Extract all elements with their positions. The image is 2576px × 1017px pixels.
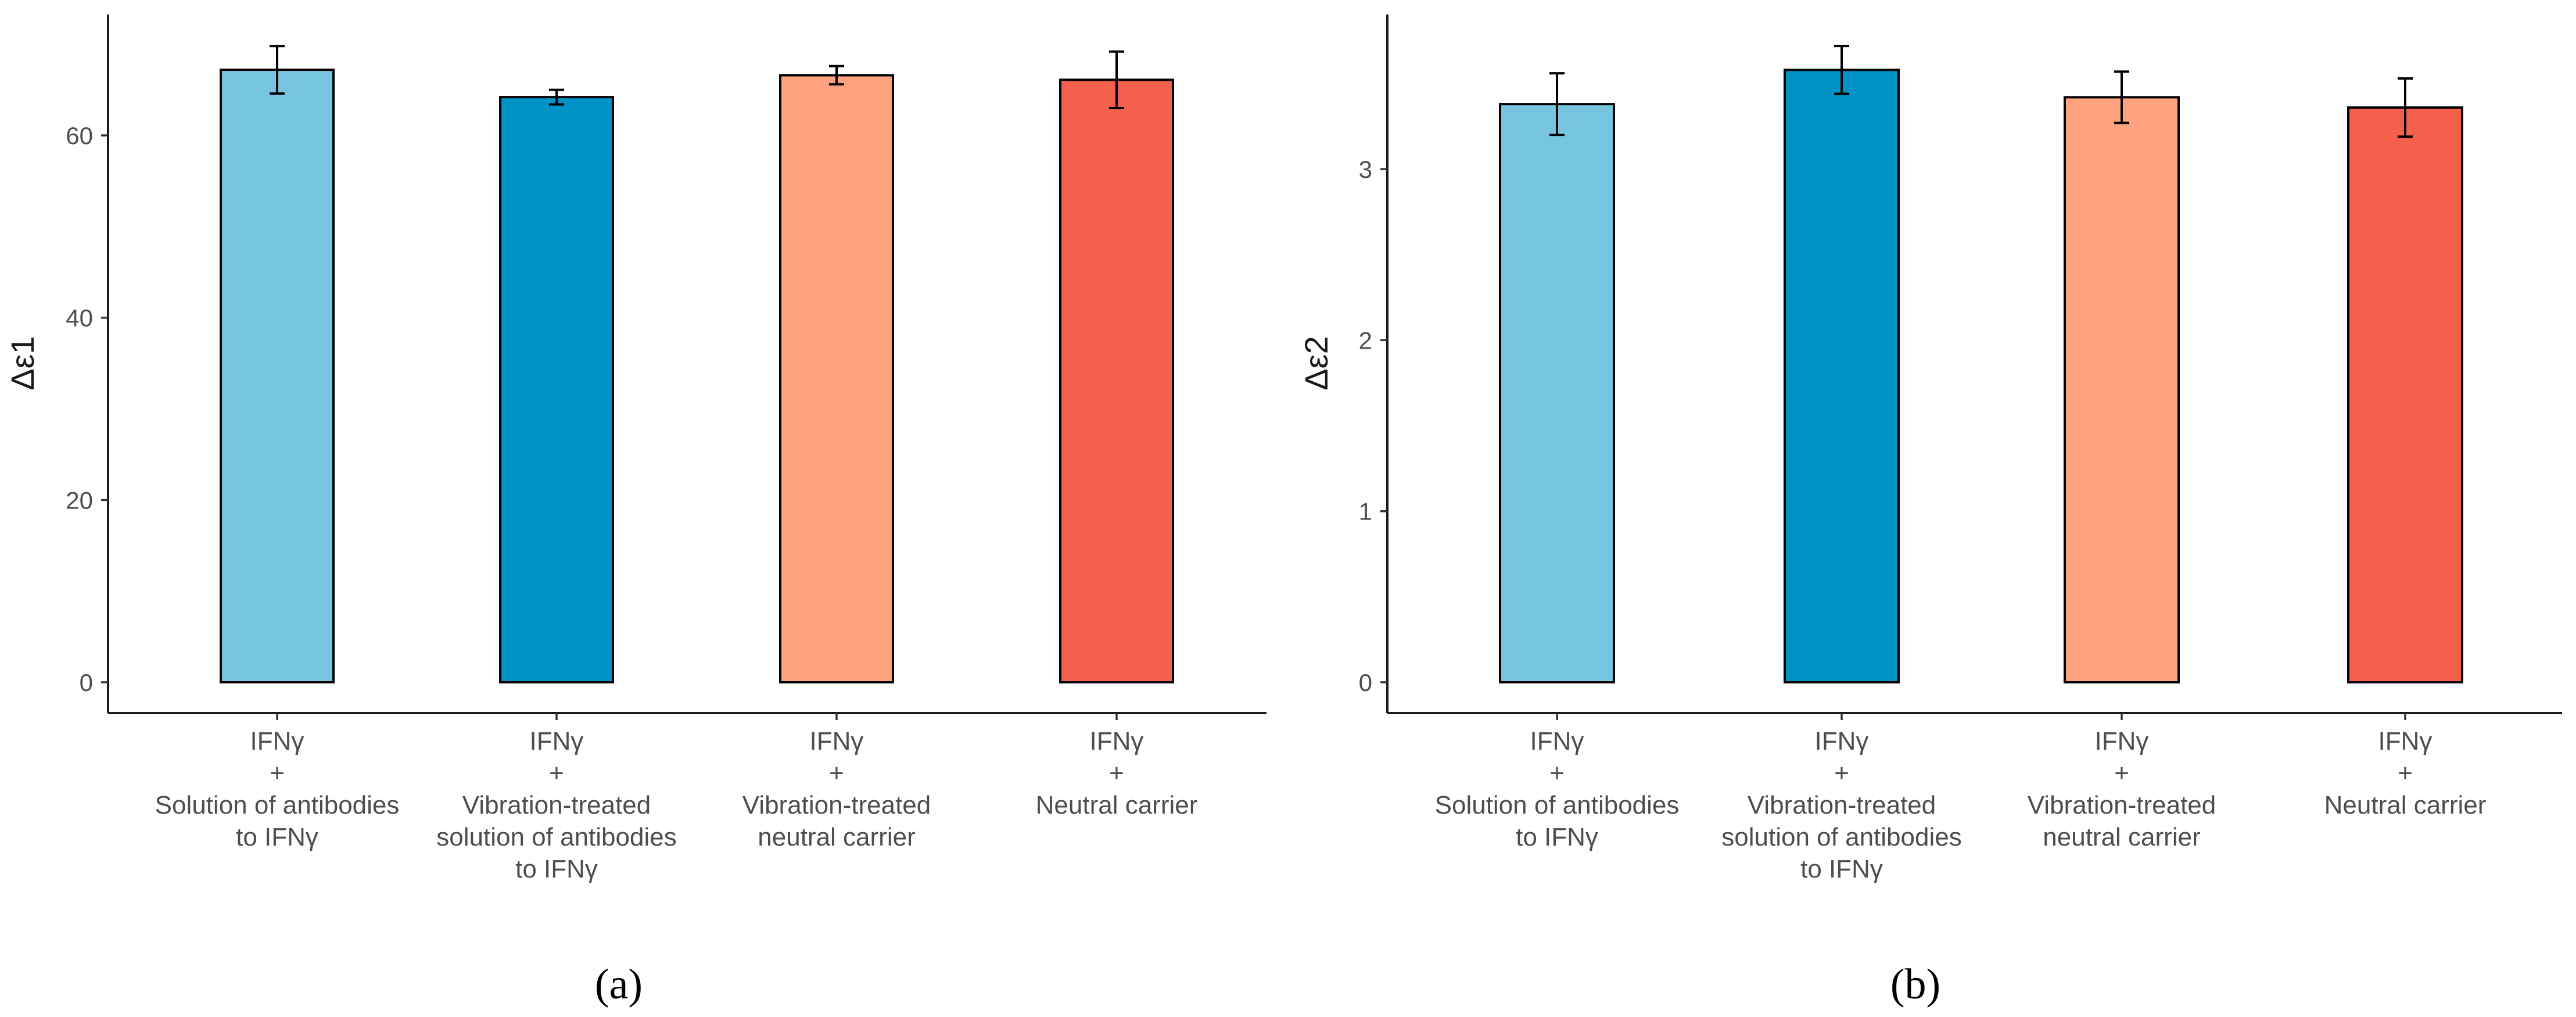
panel-a-bar-2 [499, 96, 614, 683]
panel-a-error-bar-2 [549, 88, 564, 106]
panel-b-y-tick-label: 1 [1359, 498, 1372, 525]
panel-b-x-category-label-2: IFNγ + Vibration-treated solution of antibo… [1721, 727, 1961, 883]
panel-a-y-axis-title: Δε1 [4, 336, 41, 391]
panel-a-x-category-label-1: IFNγ + Solution of antibodies to IFNγ [155, 727, 400, 851]
panel-a-y-tick-label: 0 [80, 669, 93, 696]
panel-a-chart: 0 20 40 60 IFNγ + Solution of antibodies to IFN… [4, 15, 1267, 1008]
panel-b-x-category-label-4: IFNγ + Neutral carrier [2324, 727, 2487, 819]
panel-a-error-bar-1 [270, 45, 285, 95]
panel-b-error-bar-3 [2114, 70, 2129, 124]
panel-a-bar-4 [1059, 78, 1174, 683]
panel-b-y-tick-label: 2 [1359, 327, 1372, 354]
panel-b-error-bar-4 [2398, 77, 2413, 138]
panel-a-bar-3 [779, 74, 894, 684]
panel-a-y-tick-label: 40 [66, 305, 93, 332]
panel-b-error-bar-1 [1549, 72, 1565, 137]
panel-b-bar-1 [1499, 103, 1615, 684]
panel-a-label: (a) [595, 961, 643, 1008]
panel-b-x-category-label-1: IFNγ + Solution of antibodies to IFNγ [1435, 727, 1680, 851]
panel-a-y-tick-label: 20 [66, 486, 93, 514]
panel-a-bar-1 [220, 69, 335, 684]
panel-a-error-bar-3 [829, 65, 844, 86]
panel-b-y-tick-label: 3 [1359, 156, 1372, 183]
panel-b-y-axis-title: Δε2 [1298, 336, 1334, 391]
panel-a-y-tick-label: 60 [66, 122, 93, 149]
panel-b-label: (b) [1890, 961, 1940, 1008]
panel-b-bar-3 [2064, 96, 2180, 683]
panel-b-error-bar-2 [1834, 45, 1849, 95]
panel-b-y-tick-label: 0 [1359, 669, 1372, 696]
panel-b-bar-4 [2347, 106, 2463, 684]
panel-a-x-category-label-2: IFNγ + Vibration-treated solution of antibo… [436, 727, 676, 883]
panel-a-error-bar-4 [1109, 50, 1124, 109]
panel-b-bar-2 [1784, 69, 1900, 684]
panel-b-chart: 0 1 2 3 IFNγ + Solution of antibodies to IFNγ IF… [1298, 15, 2562, 1008]
panel-b-x-category-label-3: IFNγ + Vibration-treated neutral carrier [2028, 727, 2216, 851]
panel-a-x-category-label-3: IFNγ + Vibration-treated neutral carrier [742, 727, 931, 851]
panel-a-x-category-label-4: IFNγ + Neutral carrier [1036, 727, 1198, 819]
